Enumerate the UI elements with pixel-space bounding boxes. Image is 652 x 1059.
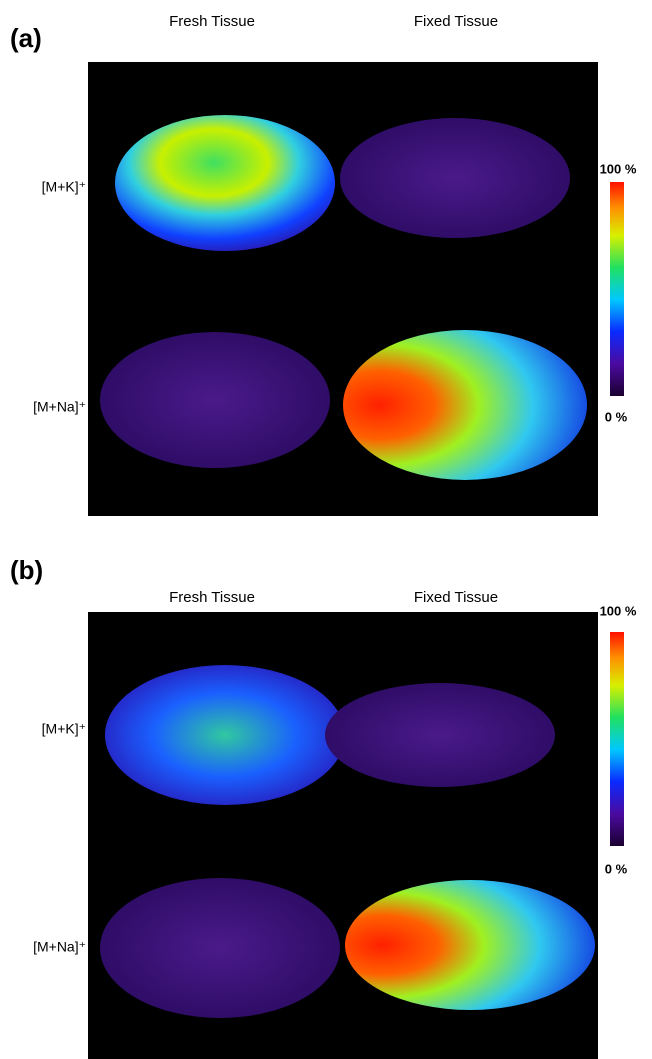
tissue-image [343, 330, 587, 480]
row-label: [M+Na]⁺ [33, 399, 86, 415]
panel-label: (b) [10, 555, 43, 585]
tissue-image [115, 115, 335, 251]
colorbar-max: 100 % [600, 161, 637, 176]
colorbar-min: 0 % [605, 409, 628, 424]
colorbar [610, 182, 624, 396]
row-label: [M+K]⁺ [42, 721, 86, 737]
tissue-image [100, 332, 330, 468]
tissue-image [100, 878, 340, 1018]
row-label: [M+Na]⁺ [33, 939, 86, 955]
colorbar-max: 100 % [600, 603, 637, 618]
colorbar-min: 0 % [605, 861, 628, 876]
colorbar [610, 632, 624, 846]
tissue-image [340, 118, 570, 238]
page: (a) Fresh Tissue Fixed Tissue [M+K]⁺ [M+… [0, 0, 652, 1059]
panel-label: (a) [10, 23, 42, 53]
column-header: Fresh Tissue [169, 589, 255, 606]
column-header: Fixed Tissue [414, 589, 498, 606]
row-label: [M+K]⁺ [42, 179, 86, 195]
tissue-image [105, 665, 345, 805]
tissue-image [325, 683, 555, 787]
tissue-image [345, 880, 595, 1010]
column-header: Fixed Tissue [414, 13, 498, 30]
figure: (a) Fresh Tissue Fixed Tissue [M+K]⁺ [M+… [0, 0, 652, 1059]
column-header: Fresh Tissue [169, 13, 255, 30]
